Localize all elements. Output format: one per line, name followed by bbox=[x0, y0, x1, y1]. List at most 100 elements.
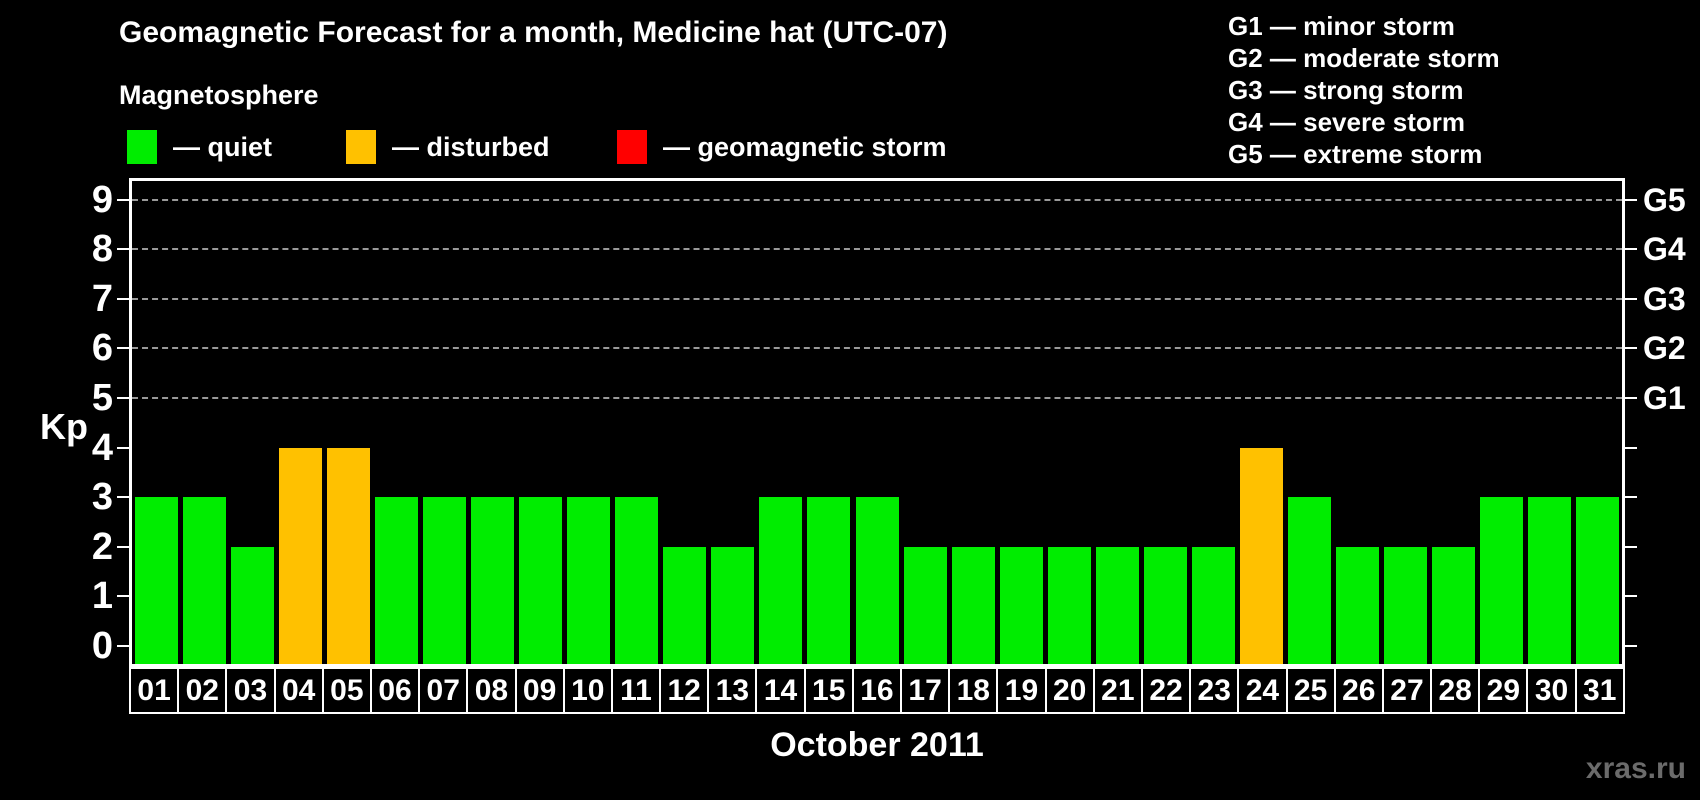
legend-item-disturbed: — disturbed bbox=[346, 129, 550, 165]
quiet-color-swatch bbox=[127, 130, 157, 164]
day-label-26: 26 bbox=[1333, 667, 1384, 714]
gridline-kp-9 bbox=[132, 198, 1622, 201]
right-tick-kp-2 bbox=[1625, 545, 1637, 548]
kp-bar-day-23 bbox=[1191, 546, 1235, 664]
left-tick-kp-2 bbox=[117, 545, 129, 548]
kp-bar-day-24 bbox=[1240, 447, 1284, 664]
g-scale-legend: G1 — minor storm G2 — moderate storm G3 … bbox=[1228, 10, 1500, 170]
kp-bar-day-22 bbox=[1143, 546, 1187, 664]
gridline-kp-8 bbox=[132, 248, 1622, 251]
gridline-kp-7 bbox=[132, 297, 1622, 300]
legend-label-storm: — geomagnetic storm bbox=[663, 131, 947, 162]
kp-bar-day-16 bbox=[855, 497, 899, 664]
right-tick-kp-9 bbox=[1625, 198, 1637, 201]
kp-bar-day-26 bbox=[1336, 546, 1380, 664]
watermark: xras.ru bbox=[1585, 752, 1686, 785]
kp-bar-day-06 bbox=[374, 497, 418, 664]
kp-bar-day-29 bbox=[1480, 497, 1524, 664]
day-label-02: 02 bbox=[177, 667, 228, 714]
g-scale-label-g1: G1 bbox=[1643, 380, 1686, 416]
left-tick-kp-0 bbox=[117, 645, 129, 647]
day-label-11: 11 bbox=[610, 667, 662, 714]
y-tick-label-9: 9 bbox=[91, 178, 113, 221]
day-label-30: 30 bbox=[1526, 667, 1577, 714]
g-scale-label-g3: G3 bbox=[1643, 280, 1686, 317]
day-label-28: 28 bbox=[1430, 667, 1481, 714]
g5-legend-line: G5 — extreme storm bbox=[1228, 139, 1483, 169]
x-axis-day-labels: 01 02 03 04 05 06 07 08 09 10 11 12 13 14 15 16 17 18 19 20… bbox=[129, 667, 1625, 714]
day-label-25: 25 bbox=[1285, 667, 1336, 714]
y-tick-label-1: 1 bbox=[91, 575, 113, 618]
kp-bar-day-27 bbox=[1384, 546, 1428, 664]
kp-bar-day-15 bbox=[807, 497, 851, 664]
y-axis-title: Kp bbox=[40, 406, 88, 447]
g4-legend-line: G4 — severe storm bbox=[1228, 107, 1466, 137]
right-tick-kp-0 bbox=[1625, 645, 1637, 647]
left-tick-kp-9 bbox=[117, 198, 129, 201]
day-label-22: 22 bbox=[1140, 667, 1192, 714]
day-label-18: 18 bbox=[948, 667, 999, 714]
day-label-24: 24 bbox=[1237, 667, 1288, 714]
day-label-05: 05 bbox=[321, 667, 372, 714]
day-label-08: 08 bbox=[466, 667, 517, 714]
magnetosphere-legend-heading: Magnetosphere bbox=[119, 80, 319, 110]
kp-bar-day-05 bbox=[326, 447, 370, 664]
day-label-03: 03 bbox=[225, 667, 276, 714]
kp-bar-day-09 bbox=[519, 497, 563, 664]
kp-bar-day-31 bbox=[1576, 497, 1620, 664]
day-label-27: 27 bbox=[1381, 667, 1433, 714]
right-tick-kp-5 bbox=[1625, 397, 1637, 399]
left-tick-kp-1 bbox=[117, 595, 129, 598]
day-label-17: 17 bbox=[900, 667, 951, 714]
legend-label-quiet: — quiet bbox=[173, 131, 272, 162]
kp-bar-day-25 bbox=[1288, 497, 1332, 664]
left-tick-kp-6 bbox=[117, 347, 129, 350]
left-tick-kp-8 bbox=[117, 248, 129, 251]
day-label-06: 06 bbox=[369, 667, 421, 714]
day-label-21: 21 bbox=[1092, 667, 1143, 714]
g3-legend-line: G3 — strong storm bbox=[1228, 75, 1464, 105]
kp-bar-day-30 bbox=[1528, 497, 1572, 664]
day-label-19: 19 bbox=[996, 667, 1047, 714]
day-label-07: 07 bbox=[418, 667, 469, 714]
right-tick-kp-3 bbox=[1625, 496, 1637, 499]
g-scale-label-g5: G5 bbox=[1643, 181, 1686, 218]
day-label-23: 23 bbox=[1189, 667, 1240, 714]
kp-bar-day-19 bbox=[999, 546, 1043, 664]
kp-bar-day-21 bbox=[1095, 546, 1139, 664]
gridline-kp-6 bbox=[132, 347, 1622, 350]
g1-legend-line: G1 — minor storm bbox=[1228, 11, 1455, 41]
y-tick-label-3: 3 bbox=[91, 476, 113, 519]
kp-bar-day-12 bbox=[663, 546, 707, 664]
disturbed-color-swatch bbox=[346, 130, 376, 164]
g-scale-label-g2: G2 bbox=[1643, 330, 1686, 367]
day-label-15: 15 bbox=[803, 667, 854, 714]
kp-bar-day-10 bbox=[567, 497, 611, 664]
day-label-10: 10 bbox=[562, 667, 613, 714]
kp-bar-day-13 bbox=[711, 546, 755, 664]
right-tick-kp-1 bbox=[1625, 595, 1637, 598]
kp-bar-day-17 bbox=[903, 546, 947, 664]
kp-bar-day-08 bbox=[470, 497, 514, 664]
day-label-29: 29 bbox=[1478, 667, 1529, 714]
day-label-01: 01 bbox=[129, 667, 180, 714]
legend-item-storm: — geomagnetic storm bbox=[617, 129, 947, 165]
kp-bar-day-03 bbox=[230, 546, 274, 664]
kp-bar-day-02 bbox=[182, 497, 226, 664]
kp-bar-day-20 bbox=[1047, 546, 1091, 664]
kp-bar-day-14 bbox=[759, 497, 803, 664]
y-tick-label-6: 6 bbox=[91, 327, 113, 370]
y-tick-label-5: 5 bbox=[91, 377, 113, 419]
kp-bar-day-01 bbox=[134, 497, 178, 664]
legend-label-disturbed: — disturbed bbox=[392, 131, 550, 162]
y-tick-label-2: 2 bbox=[91, 525, 113, 568]
x-axis-title: October 2011 bbox=[770, 726, 984, 764]
kp-bar-day-07 bbox=[422, 497, 466, 664]
y-tick-label-4: 4 bbox=[91, 426, 113, 469]
day-label-16: 16 bbox=[851, 667, 902, 714]
left-tick-kp-3 bbox=[117, 496, 129, 499]
day-label-04: 04 bbox=[273, 667, 324, 714]
kp-bar-day-28 bbox=[1432, 546, 1476, 664]
right-tick-kp-6 bbox=[1625, 347, 1637, 350]
